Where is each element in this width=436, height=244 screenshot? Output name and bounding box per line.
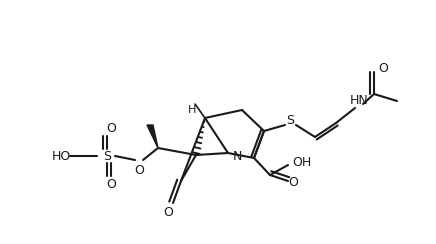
Text: H: H xyxy=(188,105,196,115)
Text: S: S xyxy=(286,114,294,128)
Text: N: N xyxy=(233,150,242,163)
Text: O: O xyxy=(163,205,173,218)
Text: O: O xyxy=(288,175,298,189)
Polygon shape xyxy=(147,125,158,148)
Text: HN: HN xyxy=(350,94,368,108)
Text: S: S xyxy=(103,150,111,163)
Text: O: O xyxy=(134,164,144,177)
Text: O: O xyxy=(378,62,388,75)
Text: OH: OH xyxy=(293,156,312,170)
Text: O: O xyxy=(106,177,116,191)
Text: O: O xyxy=(106,122,116,134)
Text: HO: HO xyxy=(51,150,71,163)
